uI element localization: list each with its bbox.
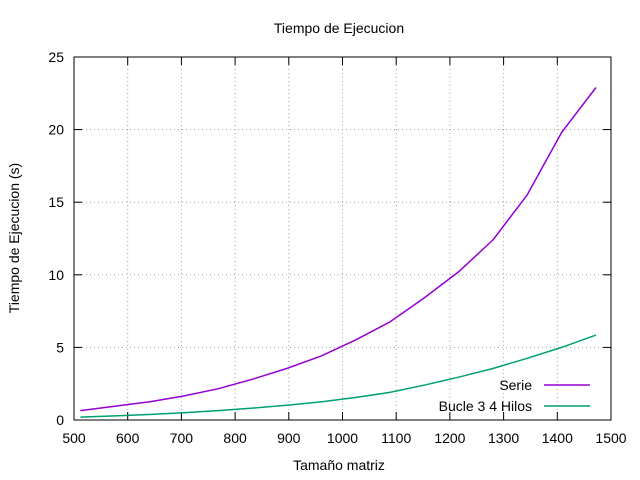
series-line-1 xyxy=(80,87,597,412)
y-axis-label: Tiempo de Ejecucion (s) xyxy=(6,163,22,313)
x-tick-label: 1200 xyxy=(434,430,465,446)
x-tick-label: 700 xyxy=(170,430,194,446)
series-lines xyxy=(80,87,597,418)
x-axis-label: Tamaño matriz xyxy=(293,457,385,473)
x-tick-label: 1500 xyxy=(595,430,626,446)
chart-title: Tiempo de Ejecucion xyxy=(274,20,404,36)
series-line-2 xyxy=(80,334,597,418)
y-tick-label: 0 xyxy=(56,412,64,428)
y-tick-label: 25 xyxy=(48,49,64,65)
grid-lines xyxy=(74,57,611,420)
legend: Serie Bucle 3 4 Hilos xyxy=(439,377,590,414)
x-tick-label: 1400 xyxy=(542,430,573,446)
x-tick-label: 1000 xyxy=(327,430,358,446)
x-tick-label: 500 xyxy=(62,430,86,446)
y-tick-label: 10 xyxy=(48,267,64,283)
x-tick-label: 1100 xyxy=(381,430,411,446)
x-tick-label: 1300 xyxy=(488,430,519,446)
x-tick-label: 800 xyxy=(223,430,247,446)
x-tick-label: 600 xyxy=(116,430,140,446)
axis-ticks: 500 600 700 800 900 1000 1100 1200 1300 1400 1500 0… xyxy=(48,49,626,446)
y-tick-label: 20 xyxy=(48,122,64,138)
y-tick-label: 5 xyxy=(56,339,64,355)
x-tick-label: 900 xyxy=(277,430,301,446)
legend-label: Bucle 3 4 Hilos xyxy=(439,398,532,414)
legend-label: Serie xyxy=(499,377,532,393)
y-tick-label: 15 xyxy=(48,194,64,210)
